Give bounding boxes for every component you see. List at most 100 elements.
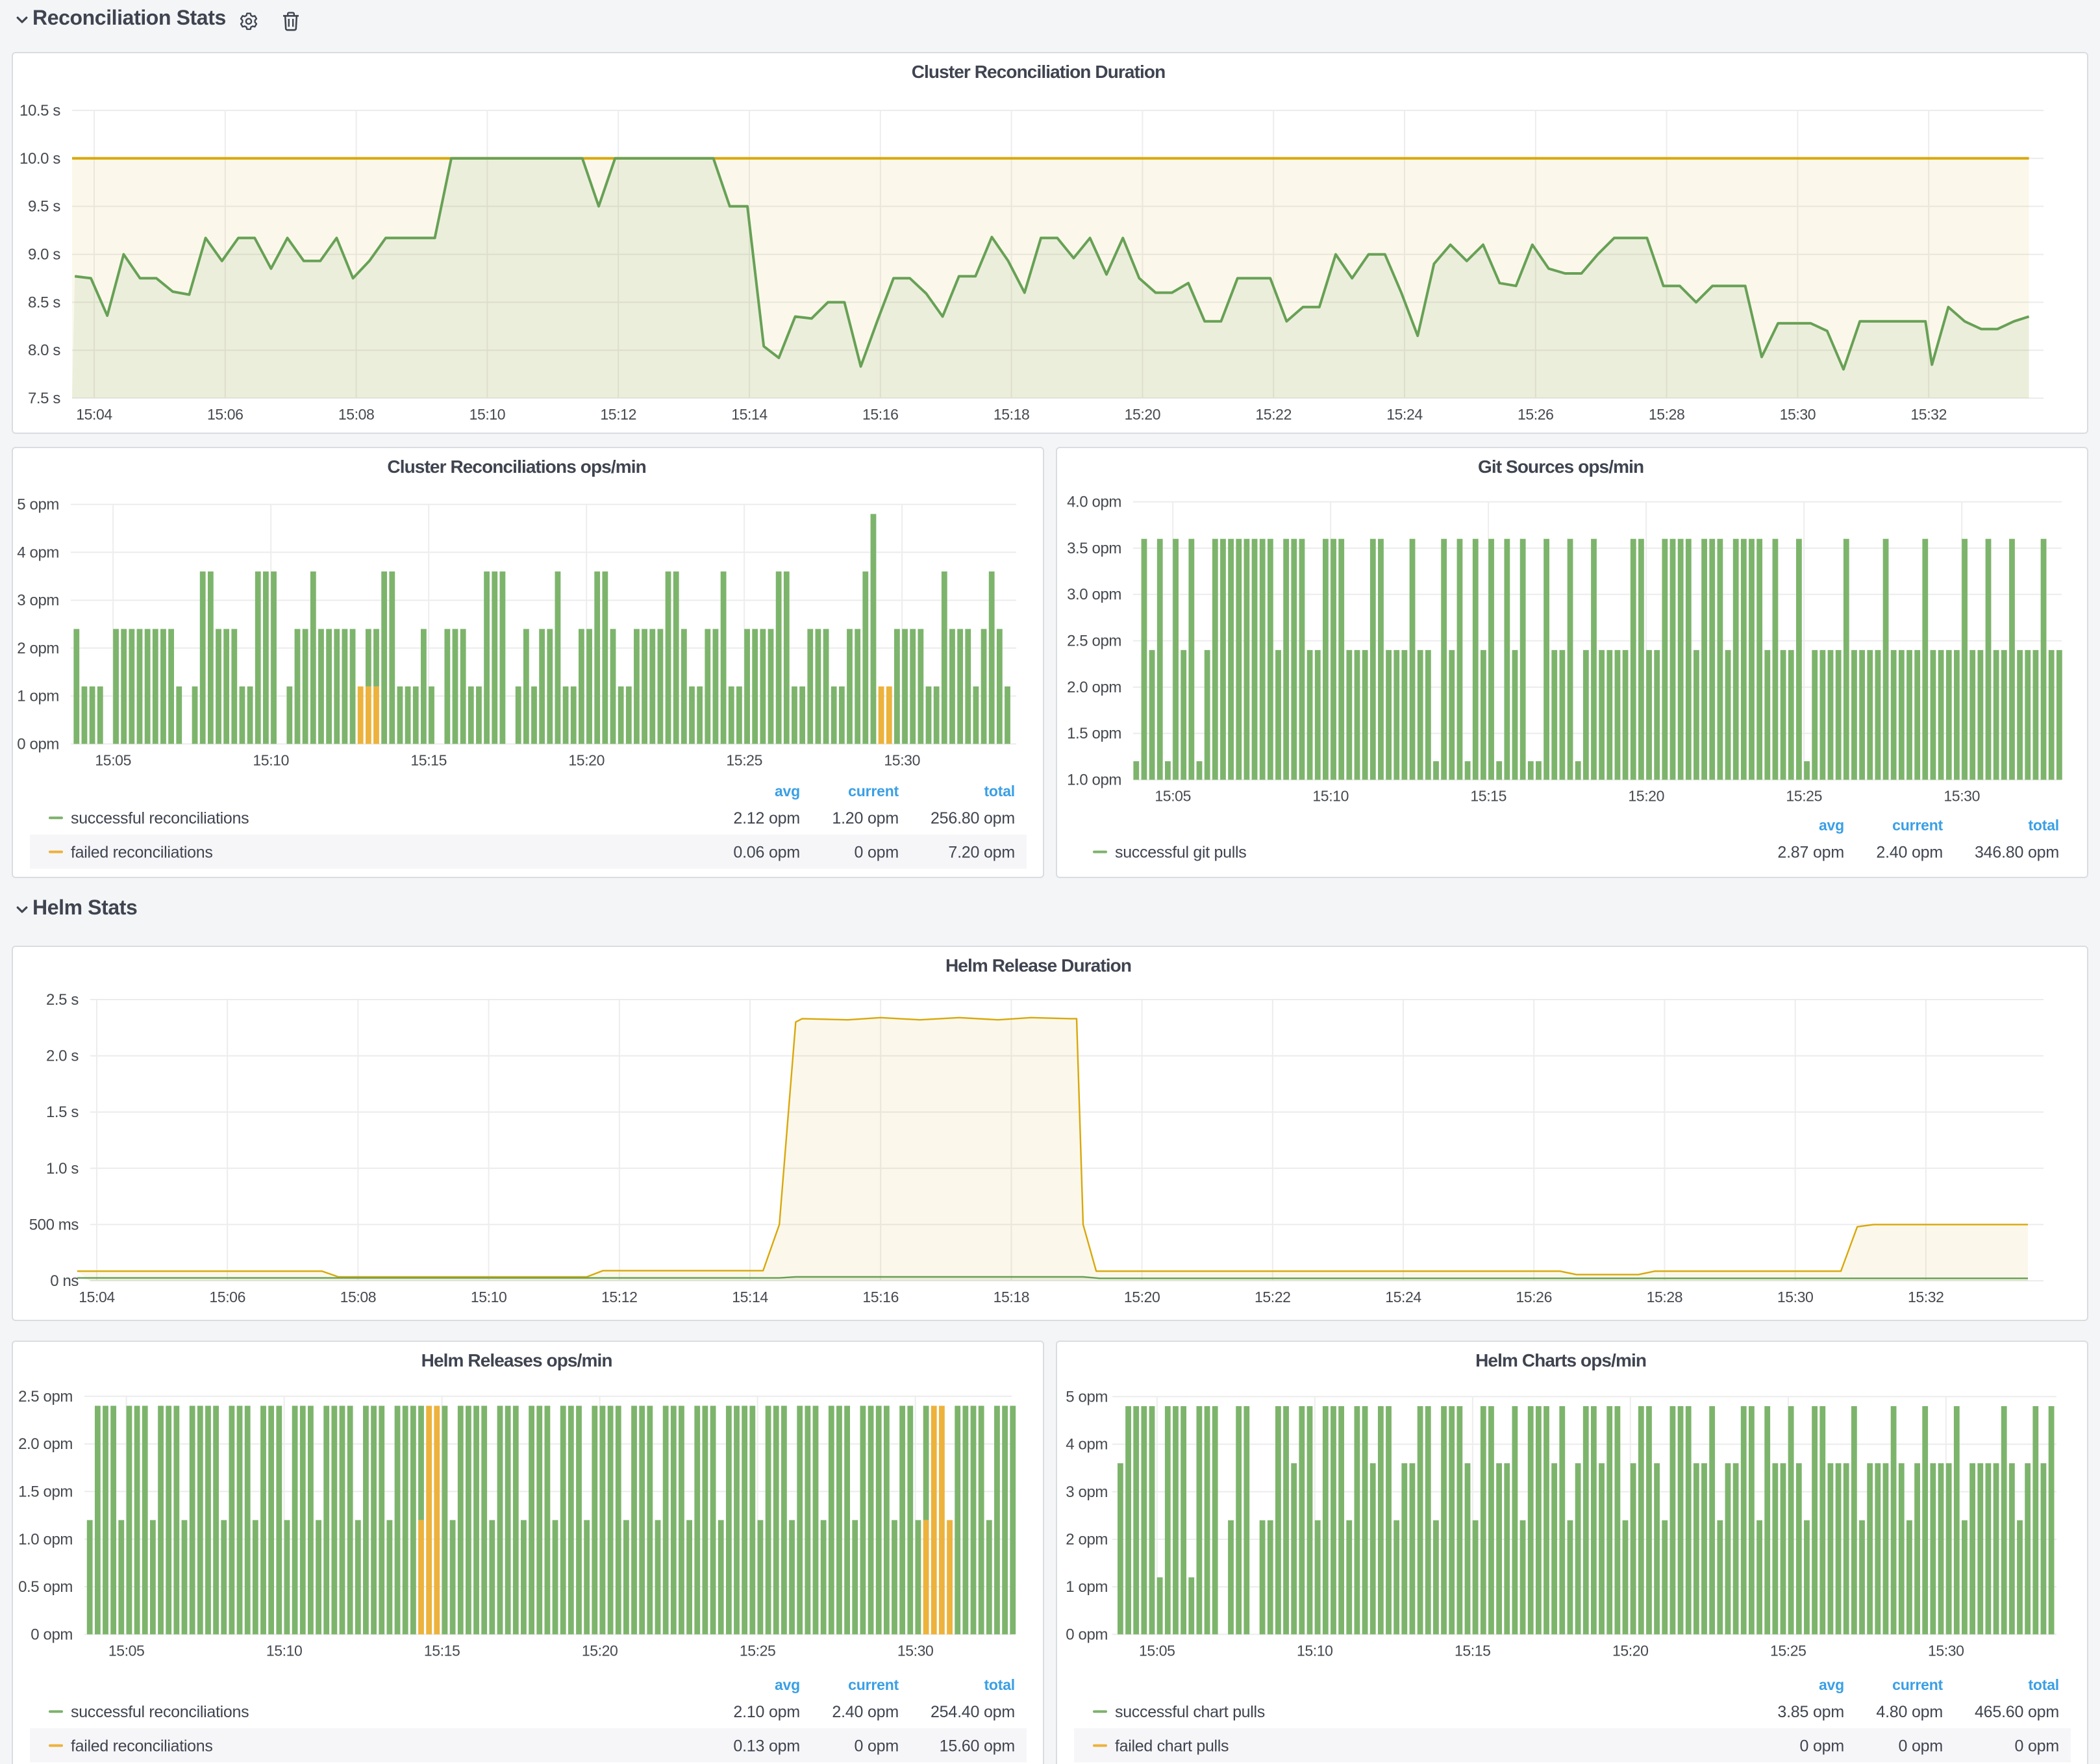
svg-text:15:04: 15:04 xyxy=(78,1288,114,1305)
svg-text:15:32: 15:32 xyxy=(1910,406,1946,423)
svg-text:15:14: 15:14 xyxy=(731,406,767,423)
svg-text:15.60 opm: 15.60 opm xyxy=(939,1736,1014,1754)
svg-text:1 opm: 1 opm xyxy=(16,687,58,705)
svg-text:successful reconciliations: successful reconciliations xyxy=(70,1702,248,1720)
svg-text:15:04: 15:04 xyxy=(75,406,112,423)
svg-text:current: current xyxy=(847,1676,898,1693)
svg-text:2.5 opm: 2.5 opm xyxy=(18,1387,72,1405)
svg-text:1.5 opm: 1.5 opm xyxy=(18,1482,72,1500)
svg-text:8.0 s: 8.0 s xyxy=(27,342,60,359)
svg-text:failed chart pulls: failed chart pulls xyxy=(1114,1736,1228,1754)
svg-text:0 opm: 0 opm xyxy=(1065,1625,1107,1643)
svg-text:2.5 opm: 2.5 opm xyxy=(1066,632,1121,649)
svg-text:1.0 opm: 1.0 opm xyxy=(18,1530,72,1548)
svg-text:0 opm: 0 opm xyxy=(1799,1736,1844,1754)
svg-text:15:15: 15:15 xyxy=(1469,787,1506,804)
svg-text:4 opm: 4 opm xyxy=(16,543,58,561)
svg-text:3.0 opm: 3.0 opm xyxy=(1066,585,1121,603)
svg-text:15:10: 15:10 xyxy=(1296,1641,1332,1658)
svg-text:4 opm: 4 opm xyxy=(1065,1435,1107,1453)
svg-text:15:05: 15:05 xyxy=(1154,787,1190,804)
svg-text:3 opm: 3 opm xyxy=(1065,1483,1107,1500)
svg-text:15:26: 15:26 xyxy=(1515,1288,1551,1305)
svg-text:346.80 opm: 346.80 opm xyxy=(1974,842,2058,861)
svg-text:5 opm: 5 opm xyxy=(1065,1387,1107,1405)
svg-text:15:10: 15:10 xyxy=(266,1641,302,1658)
svg-text:15:30: 15:30 xyxy=(1927,1641,1964,1658)
svg-text:15:16: 15:16 xyxy=(862,406,898,423)
svg-text:Cluster Reconciliation Duratio: Cluster Reconciliation Duration xyxy=(911,62,1165,82)
svg-text:1 opm: 1 opm xyxy=(1065,1578,1107,1595)
svg-text:0 opm: 0 opm xyxy=(854,1736,898,1754)
svg-text:15:08: 15:08 xyxy=(338,406,374,423)
svg-text:2.10 opm: 2.10 opm xyxy=(732,1702,799,1720)
svg-text:2.0 opm: 2.0 opm xyxy=(1066,678,1121,696)
svg-text:avg: avg xyxy=(1818,816,1844,833)
svg-text:total: total xyxy=(2027,816,2058,833)
svg-text:0 opm: 0 opm xyxy=(854,842,898,861)
svg-text:successful reconciliations: successful reconciliations xyxy=(70,809,248,827)
svg-text:3.5 opm: 3.5 opm xyxy=(1066,539,1121,557)
svg-text:15:10: 15:10 xyxy=(1312,787,1348,804)
svg-text:4.0 opm: 4.0 opm xyxy=(1066,493,1121,510)
svg-text:2.40 opm: 2.40 opm xyxy=(1875,842,1942,861)
svg-text:15:15: 15:15 xyxy=(1454,1641,1490,1658)
svg-text:15:05: 15:05 xyxy=(108,1641,144,1658)
svg-text:avg: avg xyxy=(1818,1676,1844,1693)
svg-text:0 opm: 0 opm xyxy=(30,1625,72,1643)
svg-text:15:20: 15:20 xyxy=(581,1641,618,1658)
svg-text:1.20 opm: 1.20 opm xyxy=(831,809,898,827)
svg-text:Git Sources ops/min: Git Sources ops/min xyxy=(1477,456,1643,476)
svg-text:15:05: 15:05 xyxy=(94,751,131,768)
svg-text:2.0 s: 2.0 s xyxy=(45,1047,78,1065)
svg-text:0.13 opm: 0.13 opm xyxy=(732,1736,799,1754)
svg-text:1.0 s: 1.0 s xyxy=(45,1159,78,1177)
svg-text:2.0 opm: 2.0 opm xyxy=(18,1435,72,1452)
svg-text:Helm Releases ops/min: Helm Releases ops/min xyxy=(421,1350,612,1370)
svg-text:15:15: 15:15 xyxy=(410,751,446,768)
svg-text:2.40 opm: 2.40 opm xyxy=(831,1702,898,1720)
svg-text:15:06: 15:06 xyxy=(206,406,243,423)
svg-text:Helm Release Duration: Helm Release Duration xyxy=(945,955,1131,975)
svg-text:current: current xyxy=(1892,1676,1942,1693)
svg-text:15:24: 15:24 xyxy=(1384,1288,1421,1305)
svg-text:9.0 s: 9.0 s xyxy=(27,246,60,264)
svg-text:2 opm: 2 opm xyxy=(16,639,58,657)
svg-text:0 ns: 0 ns xyxy=(49,1272,78,1289)
svg-text:2.5 s: 2.5 s xyxy=(45,990,78,1008)
svg-text:2.87 opm: 2.87 opm xyxy=(1777,842,1844,861)
svg-text:15:30: 15:30 xyxy=(1943,787,1979,804)
svg-text:1.0 opm: 1.0 opm xyxy=(1066,771,1121,788)
svg-text:256.80 opm: 256.80 opm xyxy=(930,809,1014,827)
svg-text:7.5 s: 7.5 s xyxy=(27,390,60,407)
svg-text:total: total xyxy=(983,782,1014,799)
svg-text:15:28: 15:28 xyxy=(1646,1288,1682,1305)
svg-text:5 opm: 5 opm xyxy=(16,496,58,513)
svg-text:15:20: 15:20 xyxy=(1123,1288,1160,1305)
svg-text:total: total xyxy=(2027,1676,2058,1693)
svg-text:successful git pulls: successful git pulls xyxy=(1114,842,1245,861)
svg-text:1.5 opm: 1.5 opm xyxy=(1066,724,1121,742)
svg-text:current: current xyxy=(847,782,898,799)
svg-text:465.60 opm: 465.60 opm xyxy=(1974,1702,2058,1720)
svg-text:15:18: 15:18 xyxy=(993,406,1029,423)
svg-text:Cluster Reconciliations ops/mi: Cluster Reconciliations ops/min xyxy=(386,456,645,476)
svg-text:15:32: 15:32 xyxy=(1907,1288,1944,1305)
svg-text:9.5 s: 9.5 s xyxy=(27,198,60,216)
svg-text:254.40 opm: 254.40 opm xyxy=(930,1702,1014,1720)
svg-text:15:18: 15:18 xyxy=(993,1288,1029,1305)
svg-text:15:30: 15:30 xyxy=(897,1641,933,1658)
svg-text:avg: avg xyxy=(774,1676,799,1693)
svg-text:15:10: 15:10 xyxy=(470,1288,506,1305)
svg-text:15:08: 15:08 xyxy=(340,1288,376,1305)
svg-text:15:20: 15:20 xyxy=(1612,1641,1648,1658)
svg-text:3.85 opm: 3.85 opm xyxy=(1777,1702,1844,1720)
svg-text:15:25: 15:25 xyxy=(1769,1641,1806,1658)
svg-text:0 opm: 0 opm xyxy=(16,735,58,752)
svg-text:15:06: 15:06 xyxy=(208,1288,245,1305)
svg-text:15:20: 15:20 xyxy=(568,751,604,768)
svg-text:total: total xyxy=(983,1676,1014,1693)
svg-text:failed reconciliations: failed reconciliations xyxy=(70,1736,212,1754)
svg-text:8.5 s: 8.5 s xyxy=(27,294,60,311)
svg-text:15:16: 15:16 xyxy=(862,1288,898,1305)
